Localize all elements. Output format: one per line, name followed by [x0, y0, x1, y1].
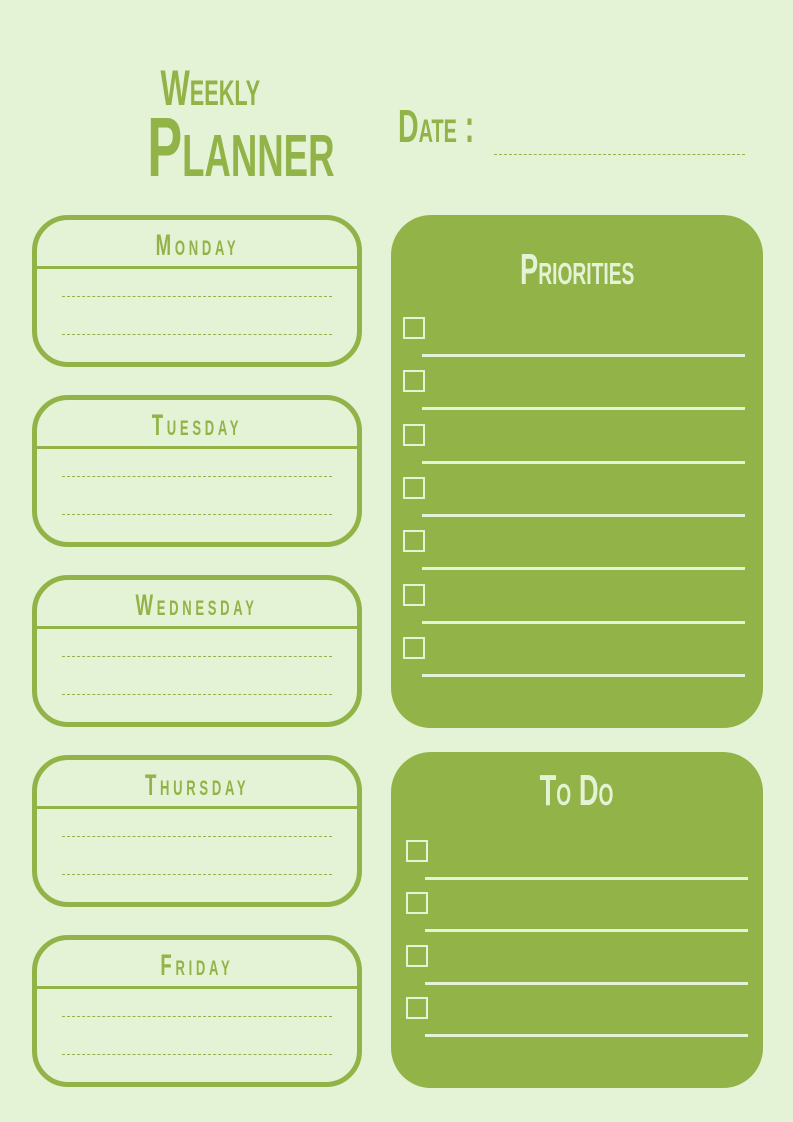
checkbox[interactable]: [403, 423, 425, 446]
todo-title: To Do: [540, 766, 614, 815]
day-label: Thursday: [144, 769, 250, 802]
checkbox[interactable]: [406, 840, 428, 862]
date-label: Date :: [398, 100, 475, 152]
item-line[interactable]: [425, 981, 748, 985]
item-line[interactable]: [422, 460, 745, 464]
title-planner: Planner: [147, 100, 335, 194]
note-line[interactable]: [62, 476, 332, 477]
day-box-friday: Friday: [32, 935, 362, 1087]
checkbox[interactable]: [406, 944, 428, 967]
item-line[interactable]: [422, 673, 745, 677]
item-line[interactable]: [422, 620, 745, 624]
item-line[interactable]: [425, 877, 748, 880]
day-label: Tuesday: [151, 409, 243, 442]
day-label: Wednesday: [135, 589, 259, 622]
checkbox[interactable]: [406, 996, 428, 1019]
day-header: Tuesday: [37, 400, 357, 449]
checkbox[interactable]: [406, 892, 428, 915]
item-line[interactable]: [425, 1033, 748, 1037]
day-label: Monday: [155, 229, 239, 262]
priorities-title: Priorities: [519, 245, 635, 294]
item-line[interactable]: [422, 407, 745, 411]
checkbox[interactable]: [403, 636, 425, 659]
item-line[interactable]: [422, 354, 745, 357]
day-box-thursday: Thursday: [32, 755, 362, 907]
checkbox[interactable]: [403, 530, 425, 553]
day-label: Friday: [160, 949, 234, 982]
item-line[interactable]: [422, 567, 745, 571]
todo-panel: To Do: [391, 752, 763, 1088]
item-line[interactable]: [425, 929, 748, 933]
note-line[interactable]: [62, 874, 332, 875]
note-line[interactable]: [62, 694, 332, 695]
note-line[interactable]: [62, 334, 332, 335]
checkbox[interactable]: [403, 317, 425, 339]
checkbox[interactable]: [403, 583, 425, 606]
day-header: Monday: [37, 220, 357, 269]
day-header: Friday: [37, 940, 357, 989]
checkbox[interactable]: [403, 370, 425, 393]
day-box-tuesday: Tuesday: [32, 395, 362, 547]
title-weekly: Weekly: [160, 60, 260, 116]
day-box-wednesday: Wednesday: [32, 575, 362, 727]
day-box-monday: Monday: [32, 215, 362, 367]
note-line[interactable]: [62, 1016, 332, 1017]
note-line[interactable]: [62, 1054, 332, 1055]
note-line[interactable]: [62, 836, 332, 837]
date-input-line[interactable]: [494, 154, 745, 155]
note-line[interactable]: [62, 514, 332, 515]
note-line[interactable]: [62, 296, 332, 297]
priorities-panel: Priorities: [391, 215, 763, 728]
day-header: Wednesday: [37, 580, 357, 629]
checkbox[interactable]: [403, 476, 425, 499]
note-line[interactable]: [62, 656, 332, 657]
item-line[interactable]: [422, 513, 745, 517]
day-header: Thursday: [37, 760, 357, 809]
